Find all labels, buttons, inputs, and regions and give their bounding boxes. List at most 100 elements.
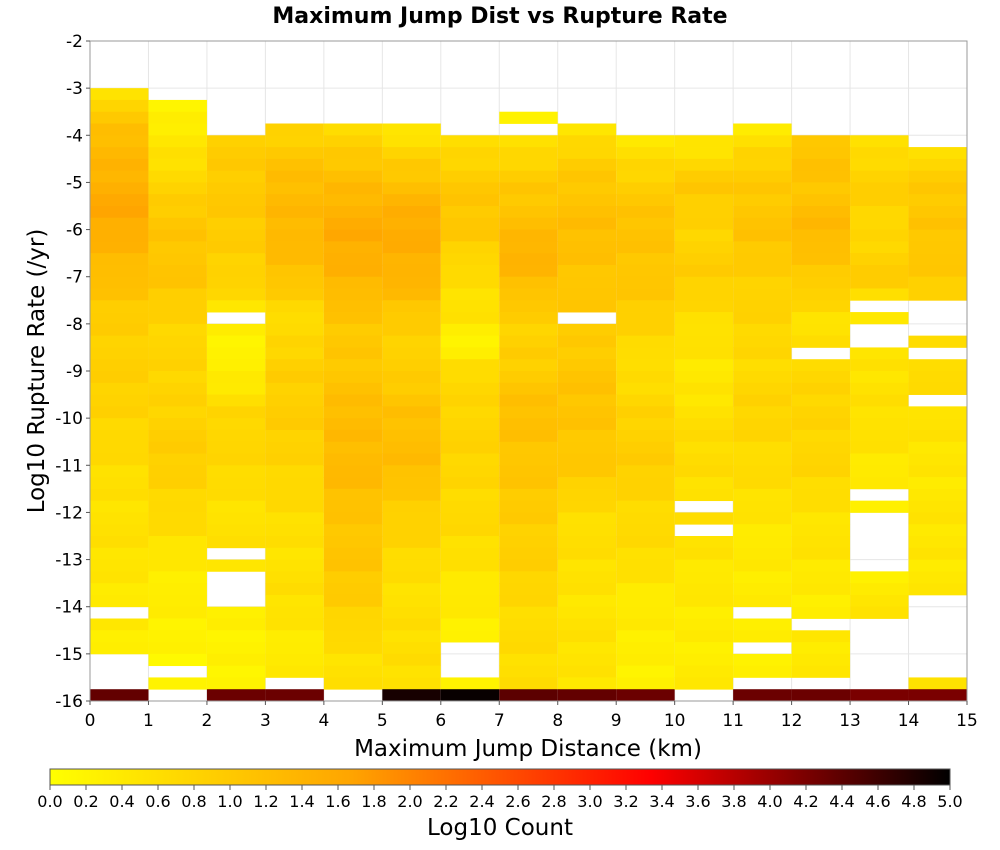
x-tick-label: 13 xyxy=(839,711,861,731)
heatmap-cell xyxy=(674,170,734,183)
heatmap-cell xyxy=(148,323,207,337)
heatmap-cell xyxy=(323,441,383,454)
heatmap-cell xyxy=(265,135,324,148)
heatmap-cell xyxy=(382,524,441,537)
heatmap-cell xyxy=(206,465,266,478)
heatmap-cell xyxy=(148,359,207,372)
heatmap-cell xyxy=(323,382,383,395)
heatmap-cell xyxy=(382,123,441,136)
heatmap-cell xyxy=(206,194,266,207)
heatmap-cell xyxy=(850,606,909,619)
colorbar-tick-label: 5.0 xyxy=(937,792,962,811)
heatmap-cell xyxy=(850,147,909,160)
heatmap-cell xyxy=(90,359,149,372)
heatmap-cell xyxy=(499,559,558,572)
heatmap-cell xyxy=(148,111,207,124)
heatmap-cell xyxy=(616,465,675,478)
heatmap-cell xyxy=(148,536,207,549)
heatmap-cell xyxy=(265,477,324,490)
heatmap-cell xyxy=(265,276,324,289)
heatmap-cell xyxy=(499,583,558,596)
heatmap-cell xyxy=(557,406,617,419)
heatmap-cell xyxy=(733,359,792,372)
heatmap-cell xyxy=(733,182,792,195)
heatmap-cell xyxy=(908,147,967,160)
heatmap-cell xyxy=(90,300,149,313)
heatmap-cell xyxy=(323,394,383,407)
heatmap-cell xyxy=(616,512,675,525)
heatmap-cell xyxy=(557,394,617,407)
heatmap-cell xyxy=(90,241,149,254)
heatmap-cell xyxy=(148,217,207,230)
heatmap-cell xyxy=(616,594,675,608)
heatmap-cell xyxy=(440,276,500,289)
heatmap-cell xyxy=(557,606,617,619)
heatmap-cell xyxy=(90,488,149,502)
heatmap-cell xyxy=(440,371,500,384)
heatmap-cell xyxy=(90,217,149,230)
heatmap-cell xyxy=(265,394,324,407)
heatmap-cell xyxy=(733,123,792,136)
heatmap-cell xyxy=(440,217,500,230)
heatmap-cell xyxy=(557,123,617,136)
heatmap-cell xyxy=(382,488,441,502)
heatmap-cell xyxy=(499,665,558,678)
heatmap-cell xyxy=(382,429,441,443)
heatmap-cell xyxy=(908,288,967,301)
heatmap-cell xyxy=(323,418,383,431)
heatmap-cell xyxy=(323,465,383,478)
colorbar-tick-label: 4.6 xyxy=(865,792,890,811)
heatmap-cell xyxy=(440,465,500,478)
heatmap-cell xyxy=(499,253,558,266)
heatmap-cell xyxy=(791,135,851,148)
heatmap-cell xyxy=(557,571,617,584)
x-tick-label: 4 xyxy=(318,711,329,731)
heatmap-cell xyxy=(850,465,909,478)
heatmap-cell xyxy=(323,429,383,443)
heatmap-cell xyxy=(499,158,558,172)
heatmap-cell xyxy=(733,394,792,407)
heatmap-cell xyxy=(206,382,266,395)
heatmap-cell xyxy=(265,559,324,572)
colorbar-tick-label: 2.6 xyxy=(505,792,530,811)
heatmap-cell xyxy=(323,217,383,230)
heatmap-cell xyxy=(382,677,441,690)
heatmap-cell xyxy=(206,335,266,348)
heatmap-cell xyxy=(616,618,675,631)
heatmap-cell xyxy=(148,206,207,219)
heatmap-cell xyxy=(499,465,558,478)
heatmap-cell xyxy=(148,642,207,655)
heatmap-cell xyxy=(674,477,734,490)
heatmap-cell xyxy=(206,500,266,513)
heatmap-cell xyxy=(90,276,149,289)
heatmap-cell xyxy=(791,300,851,313)
heatmap-cell xyxy=(382,571,441,584)
heatmap-cell xyxy=(616,547,675,560)
heatmap-cell xyxy=(148,524,207,537)
heatmap-cell xyxy=(382,394,441,407)
heatmap-cell xyxy=(850,689,909,702)
heatmap-cell xyxy=(850,359,909,372)
x-tick-label: 2 xyxy=(202,711,213,731)
heatmap-cell xyxy=(499,229,558,242)
heatmap-cell xyxy=(908,406,967,419)
heatmap-cell xyxy=(557,264,617,278)
heatmap-cell xyxy=(733,406,792,419)
colorbar-tick-label: 3.4 xyxy=(649,792,674,811)
heatmap-cell xyxy=(382,653,441,667)
heatmap-cell xyxy=(323,559,383,572)
heatmap-cell xyxy=(908,477,967,490)
heatmap-cell xyxy=(616,453,675,466)
heatmap-cell xyxy=(908,583,967,596)
y-tick-label: -5 xyxy=(66,173,83,193)
heatmap-cell xyxy=(733,241,792,254)
heatmap-cell xyxy=(733,465,792,478)
heatmap-cell xyxy=(733,323,792,337)
heatmap-cell xyxy=(791,524,851,537)
heatmap-cell xyxy=(90,559,149,572)
heatmap-cell xyxy=(440,135,500,148)
colorbar-label: Log10 Count xyxy=(427,815,573,841)
heatmap-cell xyxy=(908,194,967,207)
heatmap-cell xyxy=(616,288,675,301)
heatmap-cell xyxy=(148,194,207,207)
